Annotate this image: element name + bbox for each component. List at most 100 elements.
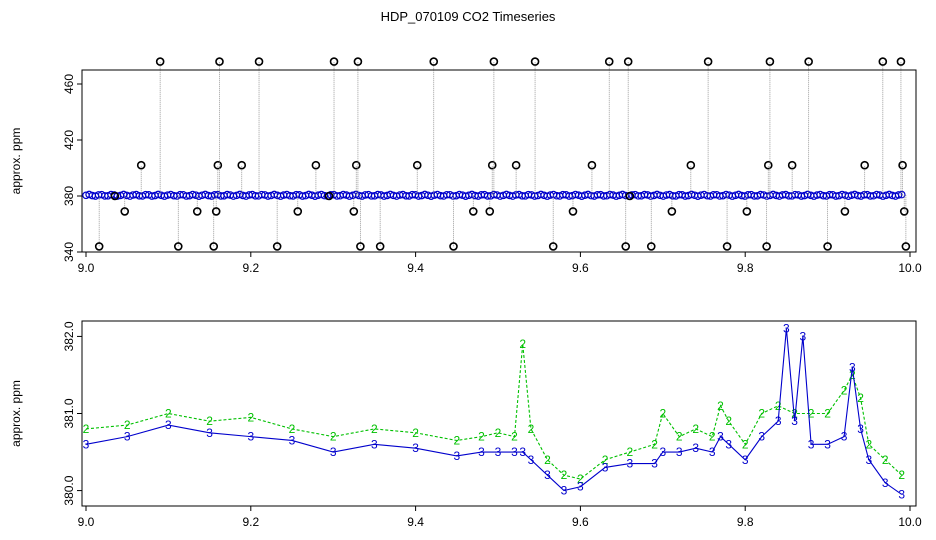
series-line-3 [85,328,903,495]
outlier-point [489,57,499,66]
outlier-point [840,207,850,216]
series-marker-3: 3 [544,468,551,482]
outlier-point [412,160,422,170]
series-marker-2: 2 [849,368,856,382]
x-tick-label: 9.6 [572,261,589,275]
series-marker-2: 2 [857,391,864,405]
series-marker-3: 3 [83,437,90,451]
outlier-point [356,242,365,251]
outlier-point [351,160,361,170]
series-marker-3: 3 [659,445,666,459]
outlier-point [136,160,146,170]
series-marker-2: 2 [758,407,765,421]
outlier-point [587,160,597,170]
x-tick-label: 9.8 [737,261,754,275]
outlier-point [215,57,224,66]
x-tick-label: 9.8 [737,515,754,529]
y-tick-label: 460 [62,74,76,94]
outlier-point [860,160,869,170]
series-marker-2: 2 [709,430,716,444]
series-marker-2: 2 [206,414,213,428]
series-marker-3: 3 [330,445,337,459]
outlier-point [375,242,385,251]
outlier-point [878,57,888,66]
series-marker-2: 2 [165,407,172,421]
y-tick-label: 380 [62,186,76,206]
outlier-point [686,160,696,170]
outlier-point [485,207,495,216]
series-marker-2: 2 [519,337,526,351]
series-marker-2: 2 [808,407,815,421]
series-marker-3: 3 [725,437,732,451]
series-marker-3: 3 [206,426,213,440]
series-marker-2: 2 [692,422,699,436]
outlier-point [896,57,906,66]
series-marker-2: 2 [725,414,732,428]
series-marker-3: 3 [857,422,864,436]
series-marker-3: 3 [247,430,254,444]
series-marker-3: 3 [602,460,609,474]
x-tick-label: 9.2 [242,261,259,275]
series-marker-3: 3 [742,453,749,467]
x-tick-label: 9.0 [78,515,95,529]
series-marker-2: 2 [544,453,551,467]
outlier-point [293,207,303,216]
series-marker-2: 2 [841,383,848,397]
series-marker-3: 3 [692,441,699,455]
outlier-point [901,242,911,251]
outlier-point [209,242,219,251]
series-marker-2: 2 [412,426,419,440]
x-tick-label: 10.0 [898,515,922,529]
series-marker-2: 2 [577,472,584,486]
series-marker-2: 2 [742,437,749,451]
outlier-point [349,207,359,216]
series-marker-3: 3 [709,445,716,459]
series-marker-2: 2 [898,468,905,482]
series-marker-3: 3 [651,457,658,471]
outlier-point [353,57,363,66]
outlier-point [763,160,773,170]
series-marker-3: 3 [519,445,526,459]
outlier-point [213,160,223,170]
series-marker-3: 3 [478,445,485,459]
series-marker-3: 3 [808,437,815,451]
series-marker-2: 2 [602,453,609,467]
baseline-point [897,190,906,199]
outlier-point [823,242,832,251]
series-marker-3: 3 [783,322,790,336]
outlier-point [762,242,771,251]
series-marker-2: 2 [717,399,724,413]
x-tick-label: 10.0 [898,261,922,275]
series-marker-2: 2 [83,422,90,436]
series-marker-3: 3 [561,484,568,498]
outlier-point [120,207,130,216]
series-marker-3: 3 [841,430,848,444]
series-marker-3: 3 [898,487,905,501]
y-tick-label: 382.0 [62,321,76,351]
y-tick-label: 381.0 [62,398,76,428]
series-marker-3: 3 [865,453,872,467]
series-marker-3: 3 [289,433,296,447]
series-marker-3: 3 [775,414,782,428]
series-marker-2: 2 [528,422,535,436]
series-marker-3: 3 [800,329,807,343]
outlier-point [899,207,909,216]
y-axis-label: approx. ppm [9,380,23,447]
series-marker-2: 2 [791,407,798,421]
series-marker-3: 3 [717,430,724,444]
outlier-point [742,207,752,216]
series-marker-3: 3 [412,441,419,455]
outlier-point [703,57,713,66]
outlier-point [311,160,321,170]
x-tick-label: 9.2 [242,515,259,529]
outlier-point [110,191,120,201]
series-marker-2: 2 [882,453,889,467]
series-marker-3: 3 [626,457,633,471]
outlier-point [192,207,202,216]
x-tick-label: 9.0 [78,261,95,275]
series-marker-2: 2 [478,430,485,444]
outlier-point [211,207,221,216]
outlier-point [804,57,813,66]
series-marker-2: 2 [453,433,460,447]
series-marker-3: 3 [882,476,889,490]
